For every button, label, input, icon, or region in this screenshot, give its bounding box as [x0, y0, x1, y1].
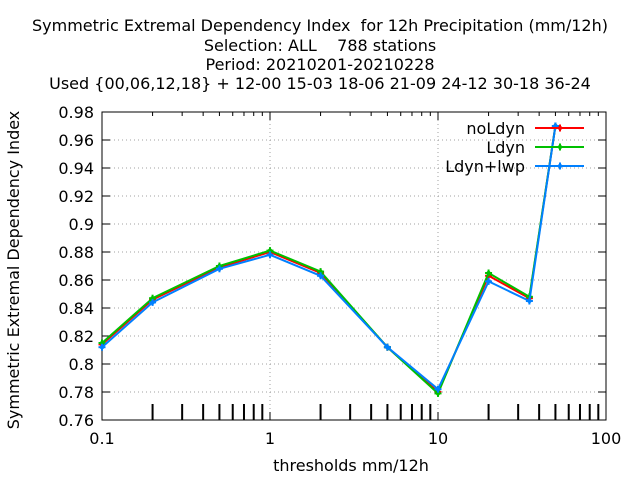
series-ldyn-lwp [98, 122, 559, 393]
data-point [149, 294, 157, 302]
legend-label: Ldyn+lwp [445, 157, 525, 176]
y-tick-label: 0.96 [58, 131, 94, 150]
legend-marker [556, 162, 564, 170]
grid [102, 112, 606, 420]
y-tick-label: 0.8 [69, 355, 94, 374]
axes: 0.76 0.78 0.8 0.82 0.84 0.86 0.88 0.9 0.92 0.94 0.… [58, 103, 621, 448]
x-tick-label: 1 [265, 429, 275, 448]
data-point [215, 265, 223, 273]
data-point [525, 297, 533, 305]
legend-label: noLdyn [466, 119, 525, 138]
data-point [266, 251, 274, 259]
y-tick-label: 0.76 [58, 411, 94, 430]
title-line-2: Selection: ALL 788 stations [203, 36, 437, 55]
series-line [101, 125, 557, 395]
data-point [434, 385, 442, 393]
y-tick-label: 0.92 [58, 187, 94, 206]
x-tick-label: 10 [428, 429, 448, 448]
title-line-1: Symmetric Extremal Dependency Index for … [32, 16, 608, 35]
title-line-3: Period: 20210201-20210228 [205, 55, 435, 74]
data-point [485, 277, 493, 285]
data-point [149, 298, 157, 306]
x-axis-label: thresholds mm/12h [273, 456, 429, 475]
data-point [485, 269, 493, 277]
legend-label: Ldyn [486, 138, 525, 157]
title-line-4: Used {00,06,12,18} + 12-00 15-03 18-06 2… [49, 74, 591, 93]
data-point [383, 343, 391, 351]
legend-marker [556, 124, 564, 132]
legend-item: Ldyn+lwp [445, 157, 584, 176]
legend-item: Ldyn [486, 138, 584, 157]
x-tick-label: 100 [591, 429, 622, 448]
y-tick-label: 0.84 [58, 299, 94, 318]
data-point [98, 343, 106, 351]
series-lines [98, 122, 559, 397]
legend-marker [556, 143, 564, 151]
data-point [317, 272, 325, 280]
x-tick-label: 0.1 [89, 429, 114, 448]
y-tick-label: 0.82 [58, 327, 94, 346]
plot-border [101, 111, 607, 421]
y-tick-label: 0.86 [58, 271, 94, 290]
y-tick-label: 0.9 [69, 215, 94, 234]
legend-item: noLdyn [466, 119, 584, 138]
y-tick-label: 0.98 [58, 103, 94, 122]
y-axis-label: Symmetric Extremal Dependency Index [4, 111, 23, 430]
y-tick-label: 0.88 [58, 243, 94, 262]
y-tick-label: 0.78 [58, 383, 94, 402]
y-tick-label: 0.94 [58, 159, 94, 178]
series-line [101, 125, 557, 391]
